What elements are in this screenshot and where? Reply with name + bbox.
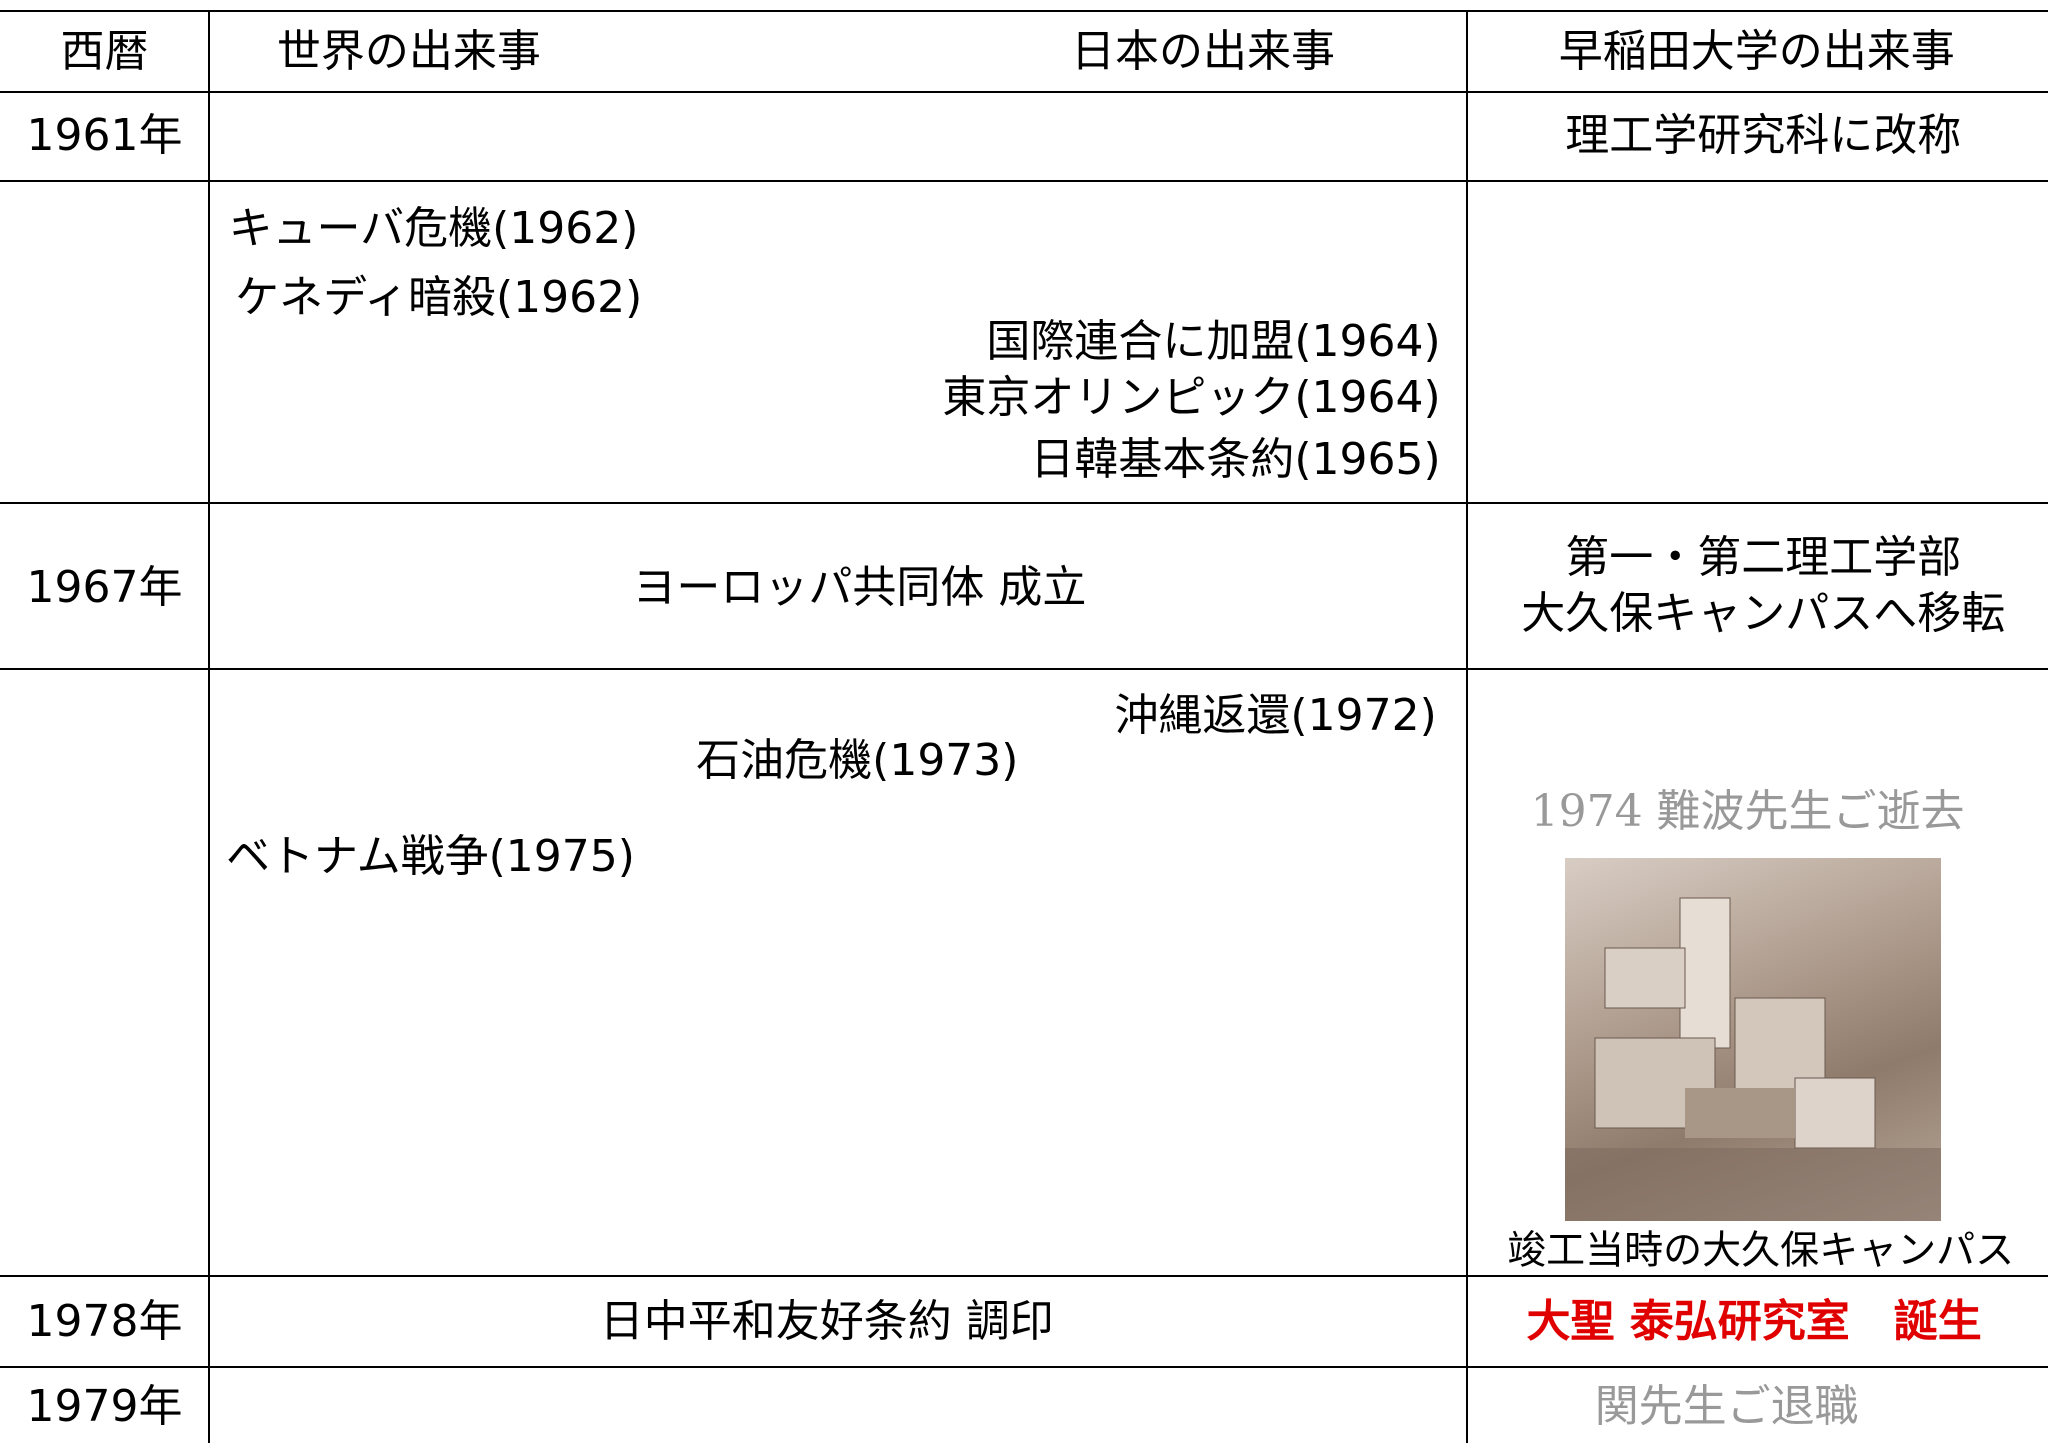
rule <box>0 91 2048 93</box>
cell-text: 1974 難波先生ご逝去 <box>1530 786 1965 838</box>
cell-text: 早稲田大学の出来事 <box>1558 26 1955 78</box>
rule <box>0 1366 2048 1368</box>
cell-text: 1967年 <box>26 561 183 613</box>
cell-text: 世界の出来事 <box>276 26 541 78</box>
cell-text: 東京オリンピック(1964) <box>942 372 1441 424</box>
rule <box>0 502 2048 504</box>
cell-text: ベトナム戦争(1975) <box>225 830 635 882</box>
cell-text: 日韓基本条約(1965) <box>1030 433 1441 485</box>
cell-text: ケネディ暗殺(1962) <box>235 271 643 323</box>
cell-text: 沖縄返還(1972) <box>1114 689 1437 741</box>
cell-text: 関先生ご退職 <box>1594 1380 1859 1432</box>
cell-text: 西暦 <box>60 26 149 78</box>
rule <box>0 668 2048 670</box>
cell-text: 大久保キャンパスへ移転 <box>1521 587 2006 639</box>
rule <box>1466 10 1468 1443</box>
cell-text: 日中平和友好条約 調印 <box>599 1295 1054 1347</box>
photo-art <box>1565 897 1941 1221</box>
cell-text: 石油危機(1973) <box>696 735 1019 787</box>
cell-text: ヨーロッパ共同体 成立 <box>632 561 1087 613</box>
cell-text: 1978年 <box>26 1295 183 1347</box>
rule <box>208 10 210 1443</box>
cell-text: 日本の出来事 <box>1071 26 1336 78</box>
cell-text: 1979年 <box>26 1380 183 1432</box>
cell-text: 国際連合に加盟(1964) <box>986 316 1441 368</box>
cell-text: 竣工当時の大久保キャンパス <box>1507 1228 2015 1274</box>
cell-text: 理工学研究科に改称 <box>1565 109 1962 161</box>
cell-text: 大聖 泰弘研究室 誕生 <box>1526 1295 1982 1347</box>
cell-text: 1961年 <box>26 109 183 161</box>
rule <box>0 10 2048 12</box>
cell-text: キューバ危機(1962) <box>228 202 639 254</box>
campus-photo <box>1565 858 1941 1221</box>
rule <box>0 180 2048 182</box>
rule <box>0 1275 2048 1277</box>
cell-text: 第一・第二理工学部 <box>1565 531 1962 583</box>
